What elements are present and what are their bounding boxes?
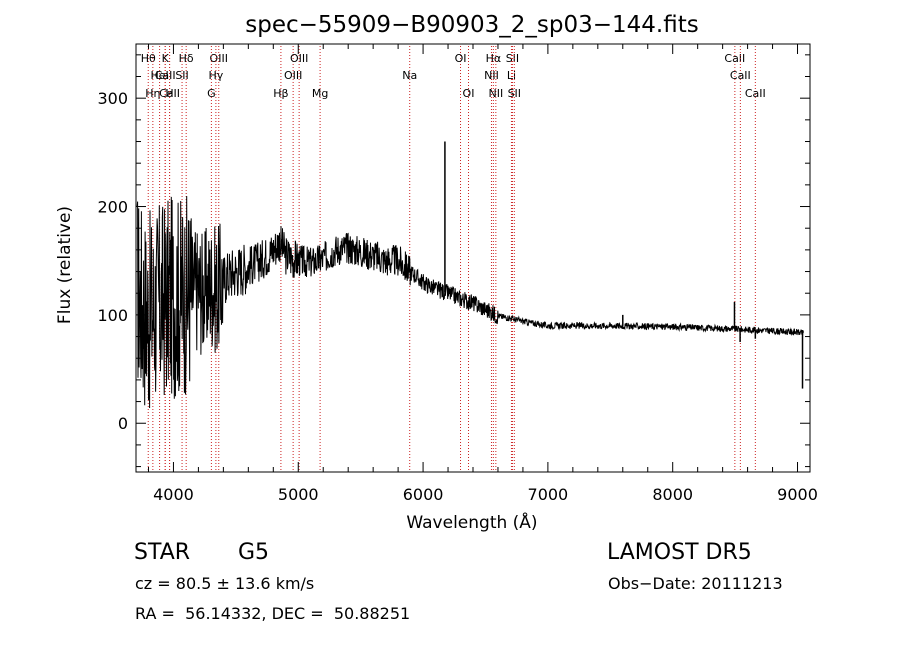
coordinates: RA = 56.14332, DEC = 50.88251	[135, 604, 411, 623]
line-markers: CaII CaII CaII CaII CaII Hθ Hη K HeI H Hδ SII OIII Hγ…	[141, 46, 766, 472]
spectrum-spikes	[444, 141, 804, 389]
line-marker-label: CaII	[155, 69, 176, 82]
line-marker-label: Li	[507, 69, 516, 82]
line-marker-label: CaII	[730, 69, 751, 82]
line-marker-label: HeI	[150, 69, 168, 82]
object-class: STAR	[134, 540, 191, 565]
line-marker-label: OIII	[210, 52, 228, 65]
spectrum-chart: spec−55909−B90903_2_sp03−144.fits CaIICa…	[55, 12, 818, 533]
y-tick-label: 300	[97, 89, 128, 108]
line-marker-label: OIII	[284, 69, 302, 82]
x-tick-label: 8000	[652, 485, 693, 504]
line-marker-label: SII	[175, 69, 188, 82]
x-tick-label: 7000	[528, 485, 569, 504]
line-marker-label: NII	[484, 69, 499, 82]
y-tick-label: 100	[97, 306, 128, 325]
chart-title: spec−55909−B90903_2_sp03−144.fits	[245, 12, 699, 38]
x-tick-label: 9000	[777, 485, 818, 504]
plot-frame	[135, 43, 811, 473]
line-marker-label: Mg	[312, 87, 328, 100]
line-marker-label: K	[162, 52, 170, 65]
x-tick-label: 6000	[403, 485, 444, 504]
line-marker-label: NII	[488, 87, 503, 100]
object-subclass: G5	[238, 540, 270, 565]
survey-name: LAMOST DR5	[607, 540, 752, 565]
redshift-velocity: cz = 80.5 ± 13.6 km/s	[135, 574, 315, 593]
line-marker-label: Na	[402, 69, 417, 82]
x-tick-label: 4000	[153, 485, 194, 504]
line-marker-label: OIII	[290, 52, 308, 65]
line-marker-label: Hθ	[141, 52, 156, 65]
line-marker-label: CaII	[724, 52, 745, 65]
line-marker-label: Hη	[145, 87, 160, 100]
line-marker-label: Hα	[486, 52, 502, 65]
y-tick-label: 0	[118, 414, 128, 433]
line-marker-label: H	[165, 87, 173, 100]
axes: 4000 5000 6000 7000 8000 9000 0 100 200 300	[97, 44, 818, 504]
line-marker-label: CaII	[745, 87, 766, 100]
line-marker-label: G	[207, 87, 216, 100]
line-marker-label: OI	[455, 52, 467, 65]
y-axis-label: Flux (relative)	[55, 206, 75, 324]
line-marker-label: SII	[506, 52, 519, 65]
observation-date: Obs−Date: 20111213	[608, 574, 783, 593]
x-tick-label: 5000	[278, 485, 319, 504]
x-axis-label: Wavelength (Å)	[406, 511, 537, 533]
line-marker-label: SII	[508, 87, 521, 100]
y-tick-label: 200	[97, 198, 128, 217]
line-marker-label: Hγ	[208, 69, 223, 82]
line-marker-label: Hβ	[273, 87, 288, 100]
spectrum-line	[136, 196, 805, 409]
line-marker-label: Hδ	[179, 52, 194, 65]
line-marker-label: CaII	[159, 87, 180, 100]
line-marker-label: OI	[463, 87, 475, 100]
